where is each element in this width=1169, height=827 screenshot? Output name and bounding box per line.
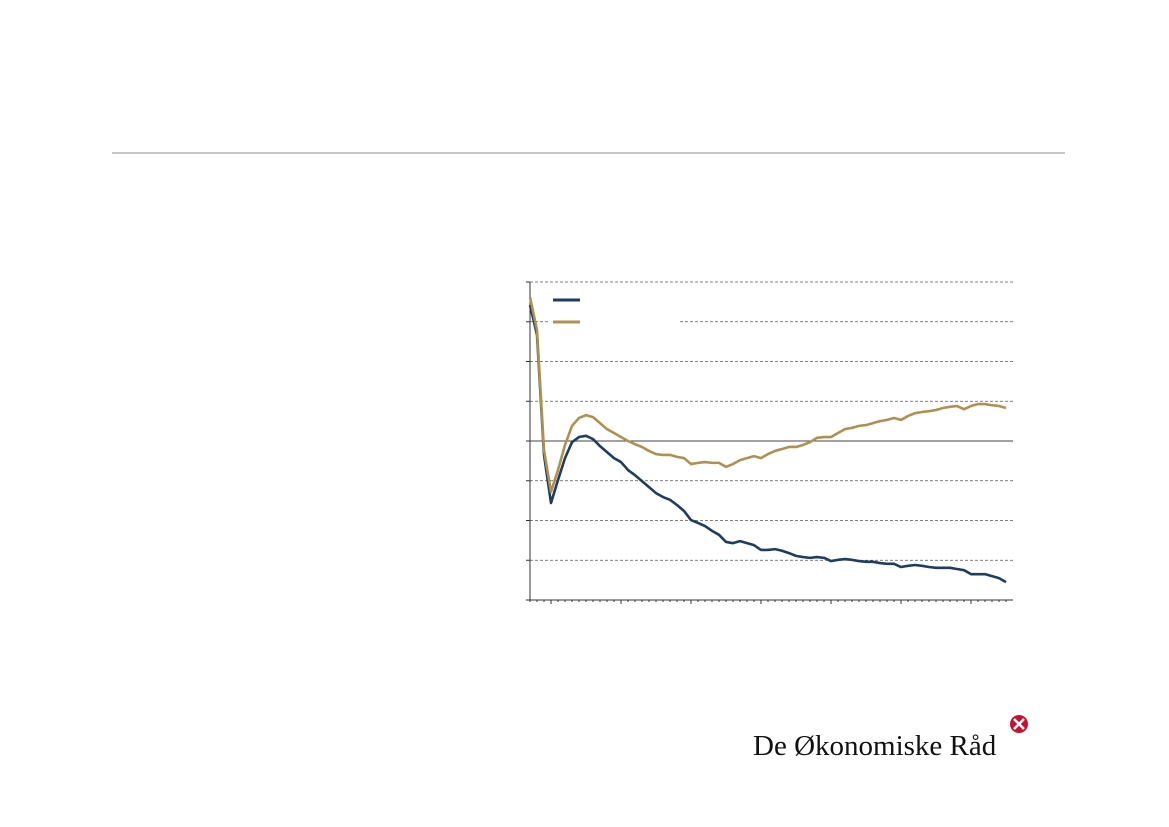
- logo-text: De Økonomiske Råd: [753, 730, 997, 762]
- plot: [526, 281, 1013, 604]
- logo-icon: [1010, 715, 1028, 733]
- series-line: [528, 304, 1007, 584]
- legend-box: [548, 290, 678, 332]
- series-line: [528, 296, 1007, 494]
